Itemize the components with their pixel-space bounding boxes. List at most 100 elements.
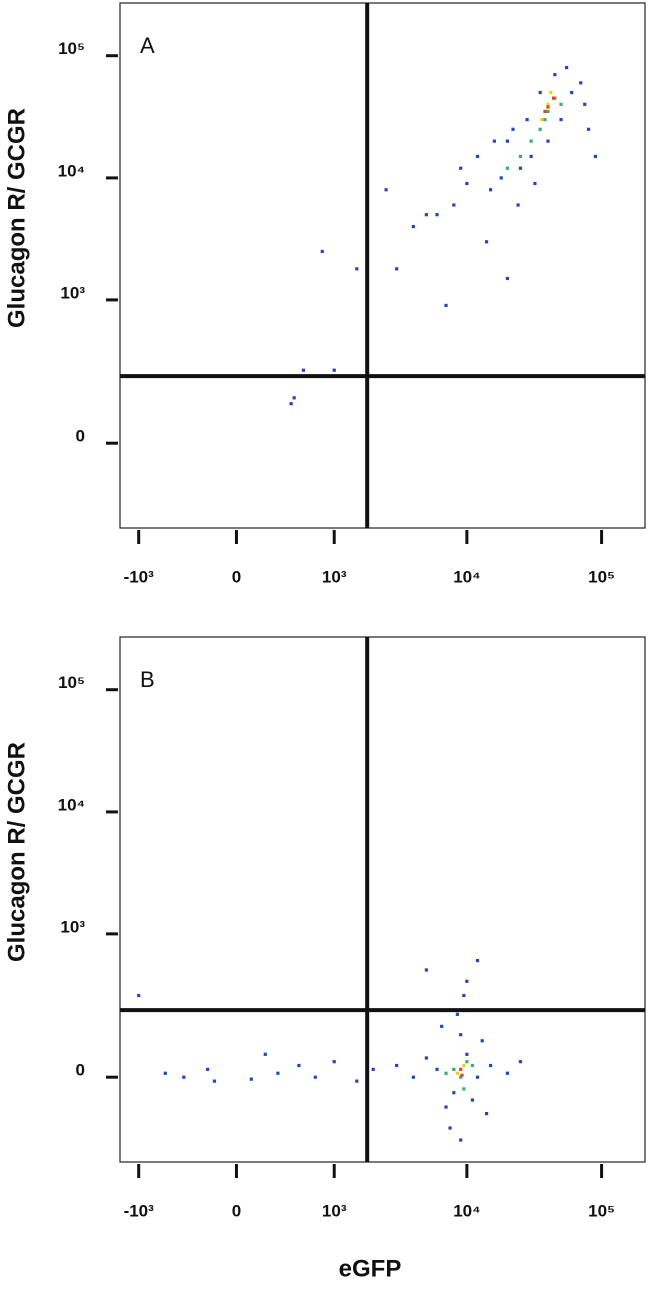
event-dot [395,267,399,271]
event-dot [559,102,563,106]
event-dot [518,166,523,170]
y-tick-label: 0 [76,1061,85,1080]
event-dot [593,154,598,158]
x-tick-label: 10⁵ [588,567,615,586]
x-tick-label: 10³ [322,567,347,586]
event-dot [462,1063,466,1068]
event-dot [459,1138,463,1142]
event-dot [553,73,557,77]
y-axis-label: Glucagon R/ GCGR [3,108,30,328]
event-dot [384,188,388,192]
event-dot [546,139,550,143]
event-dot [455,1071,459,1075]
event-dot [465,1060,469,1064]
event-dot [292,396,296,400]
event-dot [395,1063,399,1068]
event-dot [480,1039,484,1043]
event-dot [475,1075,480,1079]
event-dot [444,1071,448,1075]
event-dot [518,1060,523,1064]
event-dot [546,105,550,109]
event-dot [549,90,553,95]
event-dot [518,154,523,158]
event-dot [182,1075,186,1079]
event-dot [505,276,510,281]
plot-frame [119,2,646,529]
event-dot [212,1079,217,1083]
event-dot [465,181,469,186]
event-dot [516,203,520,207]
event-dot [320,249,324,254]
event-dot [465,979,469,983]
event-dot [484,240,489,244]
event-dot [565,65,569,70]
event-dot [411,1075,415,1079]
event-dot [538,90,542,95]
event-dot [540,118,544,122]
event-dot [488,1063,493,1068]
event-dot [206,1067,210,1071]
event-dot [475,958,480,963]
y-tick-label: 10³ [60,917,85,936]
event-dot [543,118,547,122]
event-dot [276,1071,280,1075]
event-dot [470,1063,475,1068]
event-dot [355,267,359,271]
event-dot [297,1063,301,1068]
event-dot [505,166,510,170]
y-tick-label: 10⁴ [58,795,85,814]
event-dot [355,1079,359,1083]
event-dot [289,402,293,406]
x-tick-label: 10⁴ [453,1201,480,1220]
event-dot [332,368,336,372]
x-tick-label: 10³ [322,1201,347,1220]
event-dot [492,139,496,143]
event-dot [488,188,493,192]
event-dot [511,127,515,131]
y-tick-label: 10³ [60,283,85,302]
event-dot [411,224,415,229]
x-tick-label: 0 [232,567,241,586]
event-dot [475,154,480,158]
event-dot [470,1098,475,1102]
event-dot [455,1012,459,1016]
event-dot [301,368,305,372]
event-dot [533,181,537,186]
x-tick-label: -10³ [124,1201,155,1220]
x-tick-label: 10⁵ [588,1201,615,1220]
event-dot [551,96,556,100]
event-dot [424,213,428,217]
event-dot [137,993,141,998]
event-dot [460,1073,464,1077]
event-dot [263,1052,267,1056]
event-dot [505,1071,510,1075]
event-dot [462,993,466,998]
event-dot [462,1087,466,1091]
event-dot [435,1067,439,1071]
event-dot [435,213,439,217]
event-dot [249,1077,253,1081]
event-dot [459,1033,463,1037]
y-tick-label: 0 [76,427,85,446]
event-dot [163,1071,167,1075]
event-dot [484,1111,489,1116]
event-dot [538,127,542,131]
event-dot [424,968,428,972]
event-dot [459,1067,463,1071]
event-dot [444,303,448,308]
x-tick-label: -10³ [124,567,155,586]
panel-label: B [140,667,155,692]
event-dot [459,166,463,170]
event-dot [543,109,547,114]
event-dot [579,81,583,85]
event-dot [452,1067,456,1071]
panel-label: A [140,33,155,58]
event-dot [570,90,574,95]
event-dot [459,1075,463,1079]
event-dot [499,176,503,180]
y-axis-label: Glucagon R/ GCGR [3,742,30,962]
event-dot [559,118,563,122]
x-axis-label: eGFP [339,1255,402,1282]
event-dot [440,1024,444,1028]
